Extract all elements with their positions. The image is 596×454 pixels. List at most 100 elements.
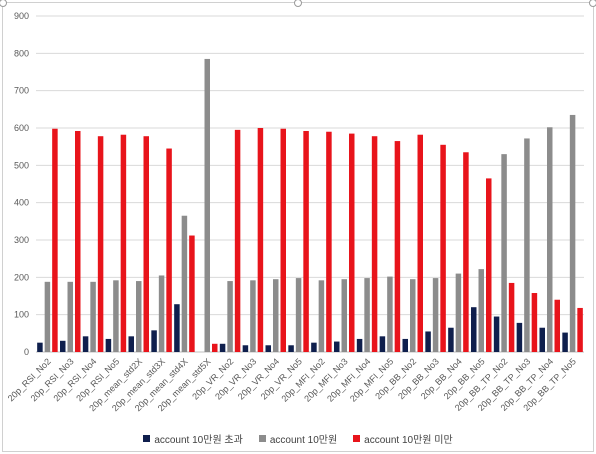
bar-20p_RSI_No4-series-1[interactable] — [82, 336, 89, 352]
legend-label: account 10만원 — [269, 434, 338, 446]
resize-handle-top-right[interactable] — [589, 0, 596, 7]
y-tick-label: 0 — [24, 347, 29, 357]
bar-20p_BB_TP_No3-series-3[interactable] — [531, 293, 538, 352]
bar-20p_VR_No4-series-1[interactable] — [265, 345, 272, 352]
bar-20p_BB_TP_No5-series-1[interactable] — [562, 332, 568, 352]
bar-20p_BB_No3-series-1[interactable] — [425, 331, 431, 352]
bar-20p_BB_TP_No5-series-3[interactable] — [577, 307, 583, 352]
bar-20p_MFI_No2-series-2[interactable] — [318, 280, 325, 352]
bar-20p_BB_TP_No2-series-2[interactable] — [501, 154, 507, 352]
bar-20p_BB_TP_No4-series-2[interactable] — [547, 127, 553, 353]
legend-item-over[interactable]: account 10만원 초과 — [143, 431, 243, 446]
legend-item-under[interactable]: account 10만원 미만 — [353, 431, 453, 446]
bar-20p_BB_No4-series-1[interactable] — [448, 327, 454, 352]
bar-20p_BB_No5-series-3[interactable] — [486, 178, 492, 352]
bar-20p_MFI_No4-series-3[interactable] — [371, 136, 378, 352]
bar-20p_VR_No5-series-3[interactable] — [303, 130, 309, 352]
y-tick-label: 200 — [14, 272, 29, 282]
bars — [37, 58, 583, 353]
y-tick-label: 500 — [14, 160, 29, 170]
bar-20p_RSI_No4-series-3[interactable] — [97, 136, 104, 352]
bar-20p_RSI_No2-series-1[interactable] — [37, 342, 43, 352]
bar-20p_mean_std2X-series-2[interactable] — [136, 281, 142, 352]
bar-20p_VR_No2-series-3[interactable] — [234, 129, 241, 352]
x-axis-tick-labels: 20p_RSI_No220p_RSI_No320p_RSI_No420p_RSI… — [6, 356, 578, 413]
bar-20p_BB_TP_No4-series-3[interactable] — [554, 299, 561, 352]
bar-20p_VR_No3-series-2[interactable] — [250, 280, 256, 352]
y-tick-label: 900 — [14, 11, 29, 21]
bar-20p_mean_std4X-series-2[interactable] — [181, 215, 188, 352]
bar-20p_RSI_No2-series-2[interactable] — [44, 281, 51, 352]
bar-20p_BB_TP_No5-series-2[interactable] — [569, 114, 576, 352]
y-tick-label: 600 — [14, 123, 29, 133]
bar-20p_MFI_No3-series-2[interactable] — [341, 279, 348, 352]
bar-20p_mean_std3X-series-3[interactable] — [166, 148, 172, 352]
bar-20p_RSI_No3-series-1[interactable] — [60, 340, 66, 352]
bar-20p_BB_No3-series-3[interactable] — [440, 144, 446, 352]
bar-20p_mean_std2X-series-1[interactable] — [128, 336, 135, 352]
bar-20p_BB_TP_No4-series-1[interactable] — [539, 327, 546, 352]
bar-20p_VR_No3-series-1[interactable] — [242, 345, 249, 352]
bar-20p_BB_No4-series-2[interactable] — [455, 273, 462, 352]
legend-item-equal[interactable]: account 10만원 — [258, 431, 338, 446]
bar-20p_MFI_No4-series-2[interactable] — [364, 278, 370, 352]
bar-20p_mean_std4X-series-1[interactable] — [174, 304, 180, 352]
bar-20p_MFI_No5-series-3[interactable] — [394, 141, 401, 352]
gridlines — [36, 15, 584, 353]
bar-20p_BB_No2-series-3[interactable] — [417, 134, 424, 352]
bar-20p_MFI_No5-series-1[interactable] — [379, 336, 386, 352]
legend-swatch — [353, 434, 361, 442]
bar-20p_BB_TP_No2-series-1[interactable] — [493, 316, 500, 352]
legend-swatch — [258, 434, 266, 442]
y-tick-label: 100 — [14, 310, 29, 320]
bar-20p_BB_TP_No3-series-1[interactable] — [516, 322, 523, 352]
bar-20p_VR_No2-series-2[interactable] — [227, 281, 233, 352]
bar-20p_RSI_No2-series-3[interactable] — [52, 128, 58, 352]
y-axis-tick-labels: 0 100 200 300 400 500 600 700 800 900 — [14, 11, 29, 357]
legend-swatch — [143, 434, 151, 442]
legend-label: account 10만원 초과 — [154, 434, 243, 446]
legend: account 10만원 초과 account 10만원 account 10만… — [0, 430, 596, 446]
bar-20p_RSI_No5-series-3[interactable] — [120, 134, 127, 352]
bar-20p_mean_std5X-series-2[interactable] — [204, 58, 211, 352]
bar-20p_BB_No2-series-2[interactable] — [410, 279, 416, 352]
bar-20p_mean_std5X-series-3[interactable] — [212, 343, 218, 352]
y-tick-label: 400 — [14, 198, 29, 208]
bar-20p_MFI_No3-series-3[interactable] — [349, 133, 355, 352]
bar-20p_VR_No4-series-2[interactable] — [273, 279, 279, 352]
bar-20p_mean_std4X-series-3[interactable] — [189, 235, 195, 352]
bar-20p_MFI_No2-series-1[interactable] — [311, 342, 317, 352]
bar-20p_RSI_No5-series-1[interactable] — [105, 338, 112, 352]
bar-20p_RSI_No4-series-2[interactable] — [90, 281, 96, 352]
bar-20p_BB_No5-series-1[interactable] — [471, 307, 477, 352]
bar-20p_BB_No2-series-1[interactable] — [402, 338, 409, 352]
bar-20p_BB_TP_No3-series-2[interactable] — [524, 138, 530, 352]
bar-20p_MFI_No2-series-3[interactable] — [326, 131, 332, 352]
resize-handle-top-center[interactable] — [294, 0, 302, 7]
y-tick-label: 800 — [14, 48, 29, 58]
bar-20p_MFI_No4-series-1[interactable] — [356, 338, 363, 352]
bar-20p_mean_std3X-series-2[interactable] — [158, 275, 165, 352]
bar-20p_RSI_No5-series-2[interactable] — [113, 280, 119, 352]
y-tick-label: 700 — [14, 86, 29, 96]
bar-20p_BB_No4-series-3[interactable] — [463, 152, 469, 352]
bar-20p_VR_No4-series-3[interactable] — [280, 128, 287, 352]
bar-20p_VR_No5-series-1[interactable] — [288, 345, 294, 352]
bar-20p_MFI_No3-series-1[interactable] — [334, 341, 340, 352]
bar-20p_VR_No2-series-1[interactable] — [219, 343, 226, 352]
bar-20p_RSI_No3-series-3[interactable] — [75, 130, 81, 352]
legend-label: account 10만원 미만 — [364, 434, 453, 446]
resize-handle-top-left[interactable] — [0, 0, 7, 7]
bar-20p_RSI_No3-series-2[interactable] — [67, 281, 74, 352]
bar-20p_BB_TP_No2-series-3[interactable] — [508, 282, 515, 352]
y-tick-label: 300 — [14, 235, 29, 245]
bar-20p_VR_No3-series-3[interactable] — [257, 128, 264, 352]
bar-20p_BB_No5-series-2[interactable] — [478, 269, 485, 352]
bar-20p_mean_std3X-series-1[interactable] — [151, 330, 157, 352]
bar-20p_MFI_No5-series-2[interactable] — [387, 276, 393, 352]
bar-20p_BB_No3-series-2[interactable] — [432, 278, 439, 352]
bar-20p_VR_No5-series-2[interactable] — [295, 278, 302, 352]
bar-20p_mean_std2X-series-3[interactable] — [143, 136, 150, 352]
